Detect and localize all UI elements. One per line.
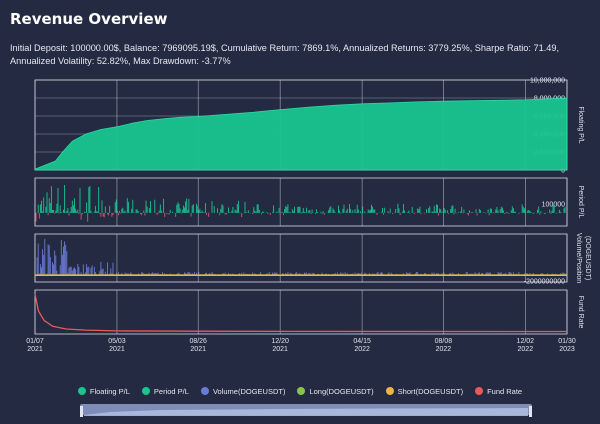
x-tick-label: 08/08: [435, 338, 453, 345]
y-axis-title-volume-unit: (DOGEUSDT): [584, 236, 591, 280]
x-tick-year-label: 2021: [272, 346, 288, 353]
x-tick-year-label: 2021: [27, 346, 43, 353]
x-tick-label: 01/30: [558, 338, 576, 345]
legend-marker-icon: [475, 387, 484, 395]
x-tick-label: 05/03: [108, 338, 126, 345]
legend-label: Volume(DOGEUSDT): [212, 386, 286, 396]
y-tick-label: 0: [561, 168, 565, 175]
x-tick-year-label: 2021: [190, 346, 206, 353]
x-tick-label: 04/15: [353, 338, 371, 345]
floating-pl-area: [34, 97, 568, 171]
panel-frame-4: [34, 289, 568, 335]
x-tick-year-label: 2022: [436, 346, 452, 353]
y-tick-label: -2000000000: [524, 279, 565, 286]
x-tick-label: 01/07: [26, 338, 44, 345]
range-navigator[interactable]: [80, 404, 532, 417]
x-tick-label: 12/20: [271, 338, 289, 345]
x-tick-year-label: 2021: [109, 346, 125, 353]
legend-label: Long(DOGEUSDT): [309, 386, 374, 396]
legend-item[interactable]: Volume(DOGEUSDT): [200, 384, 286, 398]
navigator-preview: [80, 406, 532, 417]
legend-label: Floating P/L: [89, 386, 130, 396]
y-axis-title-volume: Volume/Position: [575, 233, 582, 283]
performance-summary: Initial Deposit: 100000.00$, Balance: 79…: [10, 43, 560, 66]
x-tick-year-label: 2022: [518, 346, 534, 353]
legend-marker-icon: [297, 387, 306, 395]
legend-marker-icon: [77, 387, 86, 395]
page-title: Revenue Overview: [10, 10, 168, 28]
legend-item[interactable]: Period P/L: [141, 384, 189, 398]
legend-label: Short(DOGEUSDT): [397, 386, 464, 396]
panel-frame-2: [34, 177, 568, 227]
legend-marker-icon: [385, 387, 394, 395]
legend-label: Fund Rate: [487, 386, 523, 396]
legend-marker-icon: [200, 387, 209, 395]
y-tick-label: 10,000,000: [530, 78, 565, 85]
y-axis-title-period: Period P/L: [577, 186, 584, 219]
legend-label: Period P/L: [153, 386, 189, 396]
legend-item[interactable]: Fund Rate: [475, 384, 522, 398]
legend-marker-icon: [141, 387, 150, 395]
x-tick-label: 12/02: [517, 338, 535, 345]
chart-legend: Floating P/L Period P/L Volume(DOGEUSDT) Lo…: [0, 384, 600, 398]
x-tick-year-label: 2023: [559, 346, 575, 353]
legend-item[interactable]: Long(DOGEUSDT): [297, 384, 374, 398]
fund-rate-line: [34, 293, 568, 333]
navigator-right-handle[interactable]: [529, 406, 532, 417]
x-tick-label: 08/26: [189, 338, 207, 345]
legend-item[interactable]: Short(DOGEUSDT): [385, 384, 464, 398]
x-tick-year-label: 2022: [354, 346, 370, 353]
y-axis-title-fund: Fund Rate: [577, 296, 584, 329]
legend-item[interactable]: Floating P/L: [77, 384, 130, 398]
y-axis-title-floating: Floating P/L: [577, 106, 584, 143]
navigator-left-handle[interactable]: [80, 406, 83, 417]
